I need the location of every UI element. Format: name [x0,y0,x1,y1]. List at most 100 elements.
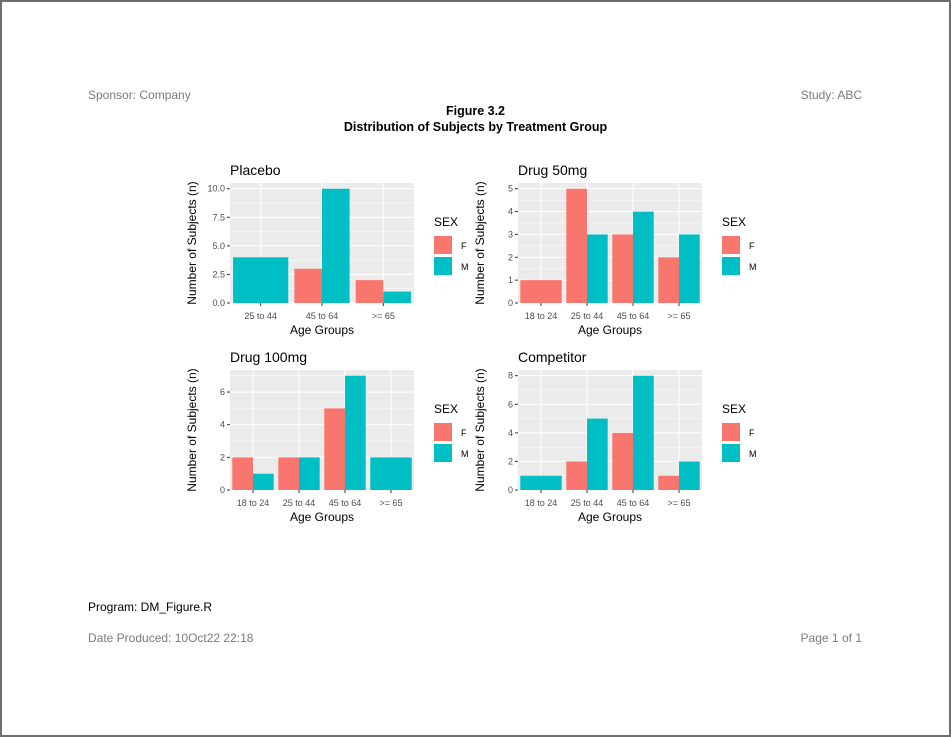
x-axis-title: Age Groups [578,323,642,337]
legend-title: SEX [434,402,458,416]
y-tick-label: 8 [508,371,513,381]
x-tick-label: 18 to 24 [525,311,558,321]
y-tick-label: 2.5 [212,269,225,279]
panel-title: Drug 100mg [230,349,307,365]
legend-key-m [434,257,452,275]
bar-f [612,234,633,303]
y-tick-label: 5 [508,184,513,194]
bar-f [232,457,253,490]
x-tick-label: >= 65 [372,311,395,321]
bar-f [294,268,322,303]
legend-key-m [722,257,740,275]
plot-panel-3 [518,370,702,490]
bar-m [587,234,608,303]
bar-f [566,461,587,490]
y-tick-label: 0 [220,485,225,495]
x-tick-label: 18 to 24 [525,498,558,508]
bar-f [324,408,345,490]
x-axis-title: Age Groups [290,323,354,337]
legend-label: F [749,428,755,438]
page-number: Page 1 of 1 [801,631,862,645]
bar-f [658,257,679,303]
y-axis-title: Number of Subjects (n) [473,181,487,304]
x-tick-label: 45 to 64 [306,311,339,321]
bar-m [633,375,654,490]
y-tick-label: 0.0 [212,298,225,308]
y-tick-label: 4 [508,207,513,217]
y-tick-label: 2 [508,252,513,262]
bar-m [345,375,366,490]
page-total: 1 [855,631,862,645]
page-of: of [841,631,852,645]
x-tick-label: >= 65 [667,311,690,321]
x-tick-label: 45 to 64 [617,311,650,321]
x-tick-label: 25 to 44 [244,311,277,321]
y-tick-label: 5.0 [212,241,225,251]
figure-number: Figure 3.2 [445,104,506,118]
y-tick-label: 4 [508,428,513,438]
bar-m [679,461,700,490]
program-name: Program: DM_Figure.R [88,600,213,614]
x-tick-label: >= 65 [379,498,402,508]
y-tick-label: 7.5 [212,212,225,222]
legend-label: M [749,449,757,459]
bar-f [520,280,562,303]
bar-m [587,418,608,490]
legend-label: M [749,262,757,272]
legend-key-f [722,423,740,441]
legend-title: SEX [722,215,746,229]
bar-m [383,291,411,303]
y-tick-label: 6 [508,399,513,409]
date-value: 10Oct22 22:18 [174,631,254,645]
bar-m [253,473,274,490]
y-tick-label: 10.0 [207,184,225,194]
legend-key-f [434,423,452,441]
bar-f [566,188,587,303]
bar-f [658,475,679,490]
legend-key-m [722,444,740,462]
legend-label: F [749,241,755,251]
bar-m [520,475,562,490]
y-axis-title: Number of Subjects (n) [185,368,199,491]
x-axis-title: Age Groups [290,510,354,524]
x-tick-label: 25 to 44 [571,311,604,321]
legend-key-f [434,236,452,254]
bar-f [612,432,633,490]
date-produced: Date Produced: 10Oct22 22:18 [88,631,253,645]
legend-title: SEX [434,215,458,229]
y-axis-title: Number of Subjects (n) [473,368,487,491]
x-tick-label: 45 to 64 [617,498,650,508]
legend-label: M [461,262,469,272]
y-axis-title: Number of Subjects (n) [185,181,199,304]
legend-key-m [434,444,452,462]
bar-m [322,188,350,303]
bar-m [299,457,320,490]
bar-m [233,257,289,303]
panel-title: Drug 50mg [518,162,587,178]
date-label: Date Produced: [88,631,172,645]
figure-title: Distribution of Subjects by Treatment Gr… [343,120,608,134]
panel-title: Placebo [230,162,281,178]
y-tick-label: 2 [220,452,225,462]
study-label: Study: ABC [800,88,862,102]
y-tick-label: 1 [508,275,513,285]
x-tick-label: 45 to 64 [329,498,362,508]
x-tick-label: 18 to 24 [237,498,270,508]
x-tick-label: >= 65 [667,498,690,508]
page-current: 1 [831,631,839,645]
y-tick-label: 6 [220,387,225,397]
legend-label: F [461,428,467,438]
y-tick-label: 3 [508,229,513,239]
panel-title: Competitor [518,349,587,365]
bar-m [679,234,700,303]
x-axis-title: Age Groups [578,510,642,524]
sponsor-label: Sponsor: Company [88,88,191,102]
x-tick-label: 25 to 44 [571,498,604,508]
y-tick-label: 2 [508,456,513,466]
legend-key-f [722,236,740,254]
legend-label: M [461,449,469,459]
page-label: Page [800,631,829,645]
x-tick-label: 25 to 44 [283,498,316,508]
